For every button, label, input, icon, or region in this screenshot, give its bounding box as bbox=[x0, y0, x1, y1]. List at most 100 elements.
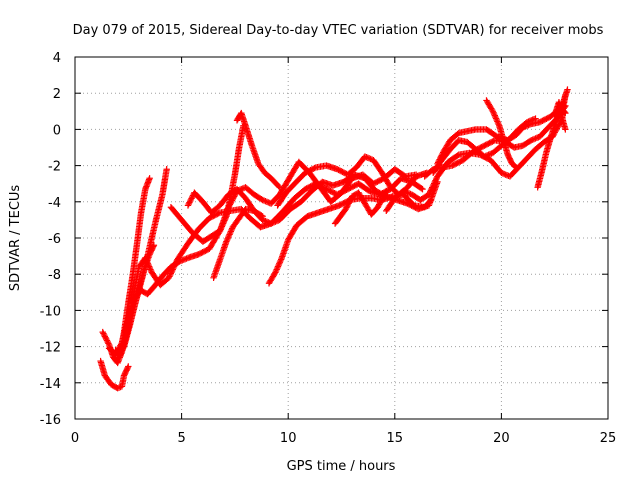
data-point bbox=[179, 257, 186, 264]
data-point bbox=[219, 221, 226, 229]
data-point bbox=[115, 384, 123, 391]
data-point bbox=[419, 185, 426, 193]
data-point bbox=[265, 219, 272, 226]
y-tick-label: 4 bbox=[53, 51, 61, 66]
data-point bbox=[100, 331, 108, 339]
data-point bbox=[219, 220, 227, 227]
x-tick-label: 25 bbox=[600, 431, 617, 446]
data-point bbox=[120, 344, 127, 352]
y-axis-ticks: -16 -14 -12 -10 -8 -6 -4 -2 0 2 4 bbox=[40, 51, 608, 428]
data-point bbox=[150, 242, 158, 249]
data-point bbox=[274, 264, 281, 272]
data-point bbox=[431, 178, 439, 186]
y-tick-label: 2 bbox=[53, 87, 61, 102]
data-point bbox=[490, 109, 497, 116]
data-point bbox=[262, 217, 269, 225]
data-point bbox=[180, 256, 187, 263]
data-point bbox=[530, 115, 538, 123]
data-point bbox=[483, 152, 491, 159]
data-point bbox=[101, 333, 109, 340]
data-point bbox=[494, 119, 502, 127]
data-point bbox=[501, 170, 508, 178]
y-tick-label: -16 bbox=[40, 413, 61, 428]
data-point bbox=[181, 255, 189, 263]
data-point bbox=[150, 243, 157, 250]
data-point bbox=[363, 153, 370, 161]
data-point bbox=[532, 115, 539, 122]
data-point bbox=[274, 263, 282, 270]
data-point bbox=[383, 187, 390, 195]
data-point bbox=[343, 203, 351, 210]
data-point bbox=[222, 214, 229, 221]
data-point bbox=[345, 200, 352, 207]
data-point bbox=[530, 135, 538, 143]
data-point bbox=[532, 135, 539, 142]
data-point bbox=[186, 199, 193, 206]
data-point bbox=[165, 274, 173, 282]
series-12 bbox=[331, 187, 390, 227]
data-point bbox=[481, 153, 488, 160]
data-point bbox=[258, 212, 265, 219]
data-point bbox=[486, 150, 494, 158]
data-point bbox=[525, 118, 532, 125]
y-tick-label: -4 bbox=[48, 196, 61, 211]
data-point bbox=[146, 175, 153, 182]
data-point bbox=[225, 232, 233, 240]
data-point bbox=[103, 337, 111, 344]
data-point bbox=[426, 197, 434, 205]
data-point bbox=[215, 210, 222, 217]
data-point bbox=[272, 267, 280, 275]
data-point bbox=[488, 106, 496, 114]
data-point bbox=[263, 218, 271, 225]
data-point bbox=[404, 189, 411, 196]
data-point bbox=[271, 270, 278, 277]
data-point bbox=[493, 116, 500, 124]
data-point bbox=[275, 261, 282, 269]
data-point bbox=[102, 334, 109, 341]
data-point bbox=[491, 112, 498, 119]
data-point bbox=[189, 193, 196, 201]
data-point bbox=[427, 188, 434, 195]
data-point bbox=[227, 228, 235, 235]
data-point bbox=[163, 166, 170, 173]
data-point bbox=[428, 184, 436, 191]
x-tick-label: 15 bbox=[387, 431, 404, 446]
data-point bbox=[529, 116, 536, 123]
data-point bbox=[269, 219, 276, 227]
data-point bbox=[259, 196, 266, 204]
data-point bbox=[492, 115, 500, 122]
data-point bbox=[104, 338, 111, 346]
data-point bbox=[485, 151, 492, 158]
data-point bbox=[273, 217, 281, 225]
data-point bbox=[495, 121, 502, 128]
data-point bbox=[216, 227, 224, 234]
data-point bbox=[405, 190, 413, 197]
data-point bbox=[364, 154, 371, 161]
series-19 bbox=[551, 99, 569, 133]
data-point bbox=[277, 256, 285, 263]
data-point bbox=[489, 108, 497, 115]
data-point bbox=[490, 110, 498, 118]
data-point bbox=[342, 205, 349, 213]
data-point bbox=[218, 224, 225, 232]
data-point bbox=[103, 335, 110, 343]
data-point bbox=[427, 187, 435, 194]
data-point bbox=[100, 330, 107, 337]
data-points bbox=[97, 86, 571, 392]
data-point bbox=[347, 195, 354, 203]
data-point bbox=[105, 340, 112, 347]
data-point bbox=[492, 113, 499, 121]
data-point bbox=[311, 164, 318, 172]
data-point bbox=[367, 155, 374, 163]
data-point bbox=[528, 117, 535, 124]
data-point bbox=[361, 153, 369, 160]
data-point bbox=[429, 183, 437, 190]
data-point bbox=[275, 182, 282, 190]
data-point bbox=[221, 217, 228, 224]
x-tick-label: 20 bbox=[493, 431, 510, 446]
series-9 bbox=[233, 109, 283, 191]
data-point bbox=[262, 197, 269, 205]
data-point bbox=[220, 218, 228, 226]
data-point bbox=[276, 259, 284, 266]
y-tick-label: -2 bbox=[48, 160, 61, 175]
